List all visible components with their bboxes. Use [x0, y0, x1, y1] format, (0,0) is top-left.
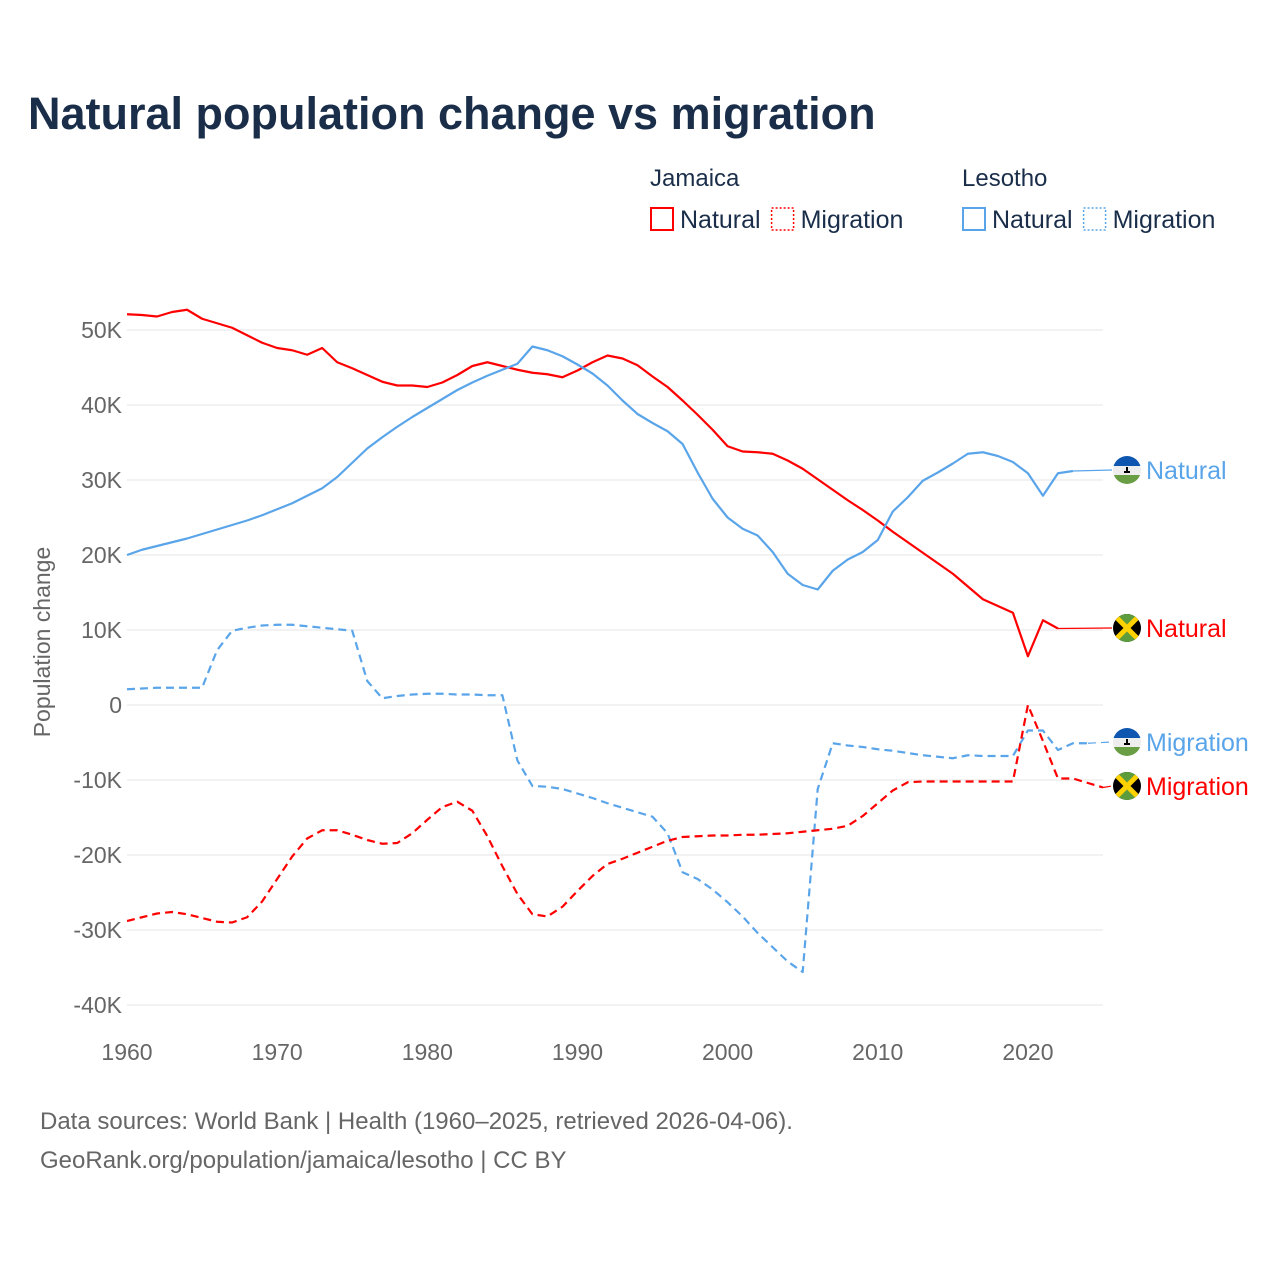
x-tick-label: 1960: [101, 1039, 152, 1065]
label-connector: [1057, 627, 1113, 630]
y-tick-label: 20K: [81, 542, 123, 568]
series-end-label: Migration: [1146, 773, 1249, 801]
y-tick-label: -20K: [73, 842, 122, 868]
flag-blue: [1113, 728, 1141, 738]
footer-source: Data sources: World Bank | Health (1960–…: [40, 1108, 793, 1135]
legend-item-label: Migration: [1113, 206, 1216, 234]
legend-swatch-dotted: [1082, 207, 1107, 231]
x-tick-label: 1980: [402, 1039, 453, 1065]
x-tick-label: 2000: [702, 1039, 753, 1065]
y-tick-label: 10K: [81, 617, 123, 643]
y-tick-label: -10K: [73, 767, 122, 793]
series-end-label: Migration: [1146, 729, 1249, 757]
y-tick-label: 40K: [81, 392, 123, 418]
series-line: [126, 345, 1074, 591]
footer-url[interactable]: GeoRank.org/population/jamaica/lesotho |…: [40, 1147, 567, 1174]
x-tick-label: 2020: [1002, 1039, 1053, 1065]
flag-hat: [1126, 467, 1128, 472]
series-end-label: Natural: [1146, 457, 1227, 485]
y-tick-label: -30K: [73, 917, 122, 943]
jamaica-flag-icon: [1113, 772, 1141, 800]
legend-item-label: Natural: [992, 206, 1073, 234]
lesotho-flag-icon: [1113, 456, 1141, 484]
axes: 50K 40K 30K 20K 10K 0 -10K -20K -30K -40K 1960 1970…: [29, 317, 1054, 1065]
flag-saltire: [1113, 772, 1141, 800]
flag-hat: [1126, 739, 1128, 744]
label-connector: [1072, 469, 1113, 472]
series-line: [126, 308, 1059, 658]
end-labels: Natural Natural Migration Migration: [1113, 456, 1249, 801]
y-axis-label: Population change: [29, 547, 55, 738]
legend: Jamaica Natural Migration Lesotho Natural Mig…: [650, 165, 1215, 234]
x-tick-label: 2010: [852, 1039, 903, 1065]
legend-item-label: Migration: [801, 206, 904, 234]
flag-saltire: [1113, 614, 1141, 642]
y-tick-label: 50K: [81, 317, 123, 343]
series-end-label: Natural: [1146, 615, 1227, 643]
series-line: [126, 623, 1088, 974]
y-tick-label: 0: [109, 692, 122, 718]
series-lines: [126, 308, 1113, 974]
legend-swatch-solid: [962, 207, 986, 231]
flag-green: [1113, 475, 1141, 484]
jamaica-flag-icon: [1113, 614, 1141, 642]
chart-title: Natural population change vs migration: [28, 88, 876, 139]
legend-swatch-dotted: [770, 207, 795, 231]
legend-item-label: Natural: [680, 206, 761, 234]
flag-hat: [1124, 471, 1130, 473]
x-tick-label: 1970: [252, 1039, 303, 1065]
legend-group-title: Lesotho: [962, 165, 1047, 192]
label-connector: [1102, 785, 1113, 789]
grid: [127, 329, 1103, 1006]
lesotho-flag-icon: [1113, 728, 1141, 756]
series-line: [126, 703, 1104, 924]
legend-group-title: Jamaica: [650, 165, 740, 192]
flag-green: [1113, 747, 1141, 756]
legend-swatch-solid: [650, 207, 674, 231]
y-tick-label: 30K: [81, 467, 123, 493]
y-tick-label: -40K: [73, 992, 122, 1018]
flag-blue: [1113, 456, 1141, 466]
label-connector: [1087, 741, 1113, 744]
flag-hat: [1124, 743, 1130, 745]
x-tick-label: 1990: [552, 1039, 603, 1065]
